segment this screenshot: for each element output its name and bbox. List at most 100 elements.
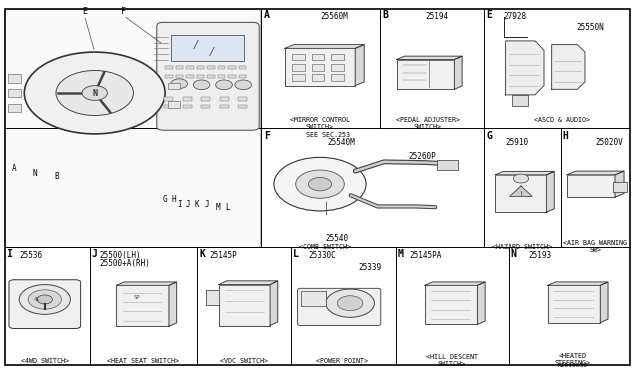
Polygon shape xyxy=(548,282,608,285)
Bar xyxy=(312,74,324,81)
Text: K: K xyxy=(195,200,200,209)
Circle shape xyxy=(193,80,210,90)
Circle shape xyxy=(296,170,344,198)
Text: E: E xyxy=(486,10,492,20)
Text: !: ! xyxy=(520,191,522,197)
Text: 25540: 25540 xyxy=(325,234,348,243)
Text: 25536: 25536 xyxy=(19,251,42,260)
Polygon shape xyxy=(285,45,364,48)
Text: <HILL DESCENT
SWITCH>: <HILL DESCENT SWITCH> xyxy=(426,354,478,367)
Circle shape xyxy=(513,174,529,183)
Bar xyxy=(165,75,173,78)
Bar xyxy=(613,182,627,192)
Text: 25193: 25193 xyxy=(528,251,551,260)
Bar xyxy=(207,66,215,69)
Text: 25145PA: 25145PA xyxy=(410,251,442,260)
Text: N: N xyxy=(92,89,97,97)
Text: M: M xyxy=(397,249,403,259)
Bar xyxy=(239,75,246,78)
Bar xyxy=(175,75,183,78)
Text: 25020V: 25020V xyxy=(595,138,623,147)
Bar xyxy=(220,105,228,108)
Text: M: M xyxy=(215,203,220,212)
Text: H: H xyxy=(563,131,568,141)
Text: A: A xyxy=(264,10,270,20)
Text: 27928: 27928 xyxy=(504,12,527,21)
Text: SP: SP xyxy=(134,295,140,300)
Text: <HAZARD SWITCH>: <HAZARD SWITCH> xyxy=(492,244,552,250)
Polygon shape xyxy=(397,56,462,60)
Text: 25339: 25339 xyxy=(358,263,381,272)
Bar xyxy=(495,175,547,212)
Circle shape xyxy=(24,52,165,134)
Text: I: I xyxy=(177,200,182,209)
Text: /: / xyxy=(209,47,213,57)
Text: L: L xyxy=(292,249,298,259)
Text: 25330C: 25330C xyxy=(308,251,336,260)
Circle shape xyxy=(216,80,232,90)
Polygon shape xyxy=(454,56,462,89)
Bar xyxy=(186,66,194,69)
Text: H: H xyxy=(172,195,177,204)
Text: <HEATED
STEERING>: <HEATED STEERING> xyxy=(555,353,591,366)
Polygon shape xyxy=(495,171,554,175)
Bar xyxy=(175,66,183,69)
Text: N: N xyxy=(511,249,516,259)
Bar xyxy=(8,89,21,97)
Text: G: G xyxy=(163,195,168,204)
Bar xyxy=(397,60,454,89)
Text: <ASCD & AUDIO>: <ASCD & AUDIO> xyxy=(534,117,590,123)
Bar xyxy=(331,54,344,60)
Text: 25500+A(RH): 25500+A(RH) xyxy=(99,259,150,267)
Polygon shape xyxy=(600,282,608,323)
Text: J: J xyxy=(186,200,191,209)
Text: 4L: 4L xyxy=(34,297,40,302)
Text: 25260P: 25260P xyxy=(408,152,436,161)
Text: <POWER POINT>: <POWER POINT> xyxy=(316,358,369,364)
Polygon shape xyxy=(219,281,278,285)
Circle shape xyxy=(337,296,363,311)
Bar xyxy=(201,97,210,101)
Bar xyxy=(207,75,215,78)
Text: 25500(LH): 25500(LH) xyxy=(99,251,141,260)
Circle shape xyxy=(308,177,332,191)
Bar xyxy=(312,54,324,60)
Text: <COMB SWITCH>: <COMB SWITCH> xyxy=(299,244,351,250)
Text: <MIRROR CONTROL
SWITCH>: <MIRROR CONTROL SWITCH> xyxy=(290,117,350,130)
Polygon shape xyxy=(116,282,177,285)
Text: <4WD SWITCH>: <4WD SWITCH> xyxy=(21,358,69,364)
FancyBboxPatch shape xyxy=(298,288,381,326)
Bar xyxy=(196,66,204,69)
Polygon shape xyxy=(425,282,485,285)
Text: <VDC SWITCH>: <VDC SWITCH> xyxy=(220,358,268,364)
Circle shape xyxy=(28,290,61,309)
Text: 25550N: 25550N xyxy=(576,23,604,32)
Polygon shape xyxy=(615,171,624,197)
Bar xyxy=(238,105,247,108)
Bar xyxy=(168,101,180,108)
Polygon shape xyxy=(509,186,532,196)
Bar xyxy=(165,66,173,69)
Polygon shape xyxy=(567,171,624,175)
Polygon shape xyxy=(552,45,585,89)
Polygon shape xyxy=(169,282,177,326)
FancyBboxPatch shape xyxy=(4,9,260,247)
Bar xyxy=(196,75,204,78)
Text: I: I xyxy=(6,249,12,259)
Bar xyxy=(228,66,236,69)
Bar xyxy=(512,95,528,106)
Bar xyxy=(567,175,615,197)
Bar xyxy=(220,97,228,101)
Circle shape xyxy=(326,289,374,317)
Text: A: A xyxy=(12,164,17,173)
Bar xyxy=(201,105,210,108)
Polygon shape xyxy=(270,281,278,326)
Text: <PEDAL ADJUSTER>
SWITCH>: <PEDAL ADJUSTER> SWITCH> xyxy=(396,117,460,130)
Bar xyxy=(183,97,192,101)
Text: G: G xyxy=(486,131,492,141)
Bar xyxy=(331,74,344,81)
Bar xyxy=(238,97,247,101)
Bar xyxy=(168,83,180,89)
Text: 25560M: 25560M xyxy=(320,12,348,21)
Bar xyxy=(301,291,326,306)
